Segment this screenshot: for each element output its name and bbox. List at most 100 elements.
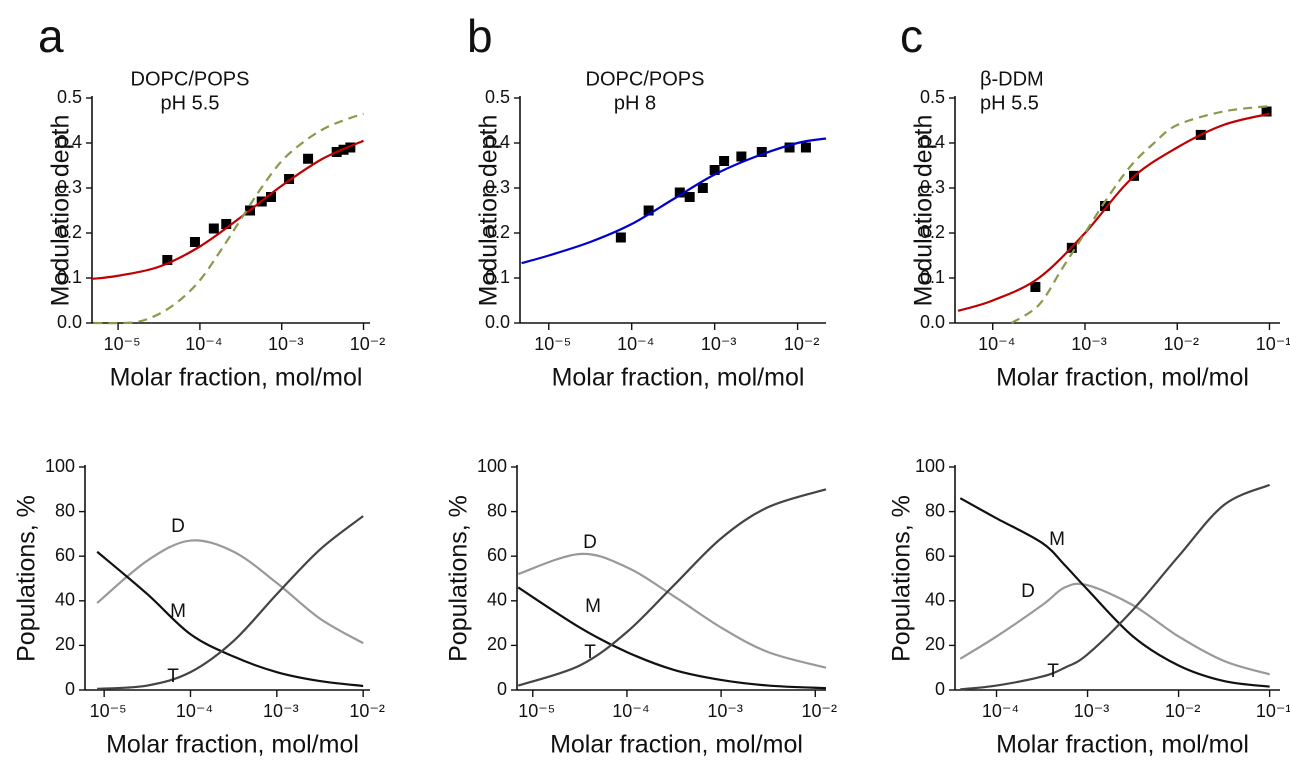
y-tick-label: 60	[55, 545, 75, 565]
y-tick-label: 0.5	[57, 87, 82, 107]
y-tick-label: 80	[487, 500, 507, 520]
data-point	[221, 219, 232, 229]
data-point	[345, 142, 356, 153]
curve	[521, 137, 827, 265]
x-tick-label: 10⁻²	[802, 701, 838, 721]
data-point	[266, 192, 277, 202]
curve	[91, 139, 364, 280]
y-tick-label: 100	[45, 456, 75, 476]
x-axis-title: Molar fraction, mol/mol	[110, 364, 363, 392]
curve	[96, 550, 364, 688]
curve-label: D	[1021, 581, 1035, 602]
data-point	[709, 165, 720, 175]
curve	[960, 483, 1271, 691]
curve	[96, 539, 364, 645]
panel-label: c	[900, 10, 923, 62]
curve-label: M	[170, 601, 186, 622]
y-tick-label: 60	[487, 545, 507, 565]
y-tick-label: 0	[497, 679, 507, 699]
curve	[957, 112, 1270, 312]
x-tick-label: 10⁻²	[1165, 701, 1201, 721]
x-axis-title: Molar fraction, mol/mol	[996, 731, 1249, 759]
data-point	[208, 223, 219, 234]
data-point	[189, 237, 200, 247]
y-axis-title: Modulation depth	[47, 115, 75, 307]
x-tick-label: 10⁻²	[784, 334, 820, 354]
x-tick-label: 10⁻⁵	[534, 334, 571, 354]
data-point	[684, 192, 695, 202]
x-tick-label: 10⁻⁵	[90, 701, 127, 721]
x-tick-label: 10⁻⁴	[176, 701, 213, 721]
x-tick-label: 10⁻³	[701, 334, 737, 354]
y-axis-title: Modulation depth	[475, 115, 503, 307]
x-tick-label: 10⁻⁴	[978, 334, 1015, 354]
curve	[517, 552, 827, 669]
curve-label: M	[585, 596, 601, 617]
y-tick-label: 0.2	[920, 222, 945, 242]
y-tick-label: 100	[477, 456, 507, 476]
y-tick-label: 0.3	[57, 177, 82, 197]
y-tick-label: 20	[925, 634, 945, 654]
x-tick-label: 10⁻⁴	[617, 334, 654, 354]
x-tick-label: 10⁻²	[349, 701, 385, 721]
x-tick-label: 10⁻¹	[1256, 701, 1290, 721]
curve	[93, 112, 364, 325]
y-tick-label: 20	[55, 634, 75, 654]
data-point	[284, 174, 295, 184]
chart-subtitle: pH 5.5	[161, 92, 220, 114]
data-point	[784, 142, 795, 153]
y-tick-label: 80	[55, 500, 75, 520]
y-axis-title: Populations, %	[13, 495, 41, 662]
data-point	[674, 187, 685, 198]
y-tick-label: 0.1	[485, 267, 510, 287]
y-tick-label: 40	[55, 590, 75, 610]
data-point	[1030, 282, 1041, 292]
curve-label: D	[171, 516, 185, 537]
data-point	[697, 183, 708, 193]
x-axis-title: Molar fraction, mol/mol	[996, 364, 1249, 392]
panel-label: b	[467, 10, 493, 62]
x-tick-label: 10⁻³	[1074, 701, 1110, 721]
y-tick-label: 60	[925, 545, 945, 565]
x-tick-label: 10⁻⁵	[518, 701, 555, 721]
x-tick-label: 10⁻⁵	[104, 334, 141, 354]
y-tick-label: 0.0	[57, 312, 82, 332]
chart-title: DOPC/POPS	[586, 68, 705, 90]
curve	[97, 515, 364, 690]
x-tick-label: 10⁻³	[1071, 334, 1107, 354]
data-point	[643, 205, 654, 216]
x-tick-label: 10⁻³	[268, 334, 304, 354]
y-tick-label: 0.0	[485, 312, 510, 332]
x-tick-label: 10⁻¹	[1256, 334, 1290, 354]
x-tick-label: 10⁻⁴	[185, 334, 222, 354]
x-tick-label: 10⁻⁴	[612, 701, 649, 721]
x-tick-label: 10⁻³	[263, 701, 299, 721]
curve	[1010, 105, 1270, 324]
y-tick-label: 0.1	[57, 267, 82, 287]
y-tick-label: 100	[915, 456, 945, 476]
y-axis-title: Populations, %	[445, 495, 473, 662]
y-tick-label: 20	[487, 634, 507, 654]
x-tick-label: 10⁻²	[350, 334, 386, 354]
data-point	[736, 151, 747, 162]
y-tick-label: 0.3	[485, 177, 510, 197]
y-tick-label: 0.3	[920, 177, 945, 197]
y-tick-label: 40	[925, 590, 945, 610]
y-tick-label: 0.4	[57, 132, 82, 152]
curve-label: T	[584, 642, 596, 663]
curve	[959, 497, 1270, 688]
curve	[517, 586, 827, 690]
x-tick-label: 10⁻²	[1163, 334, 1199, 354]
curve-label: T	[167, 666, 179, 687]
x-tick-label: 10⁻⁴	[982, 701, 1019, 721]
y-tick-label: 0.0	[920, 312, 945, 332]
chart-title: β-DDM	[980, 68, 1044, 90]
data-point	[1261, 106, 1272, 117]
curve	[517, 488, 827, 687]
chart-subtitle: pH 5.5	[980, 92, 1039, 114]
data-point	[1100, 201, 1111, 211]
x-tick-label: 10⁻³	[707, 701, 743, 721]
chart-subtitle: pH 8	[614, 92, 656, 114]
y-tick-label: 0.5	[485, 87, 510, 107]
